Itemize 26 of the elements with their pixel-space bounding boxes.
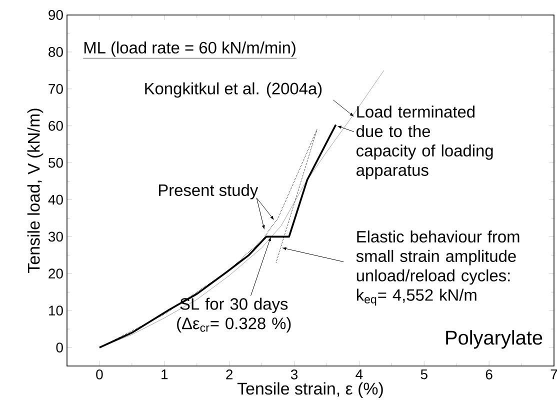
y-tick-label: 30 xyxy=(48,232,63,242)
x-tick-label: 0 xyxy=(96,370,103,380)
y-tick-label: 40 xyxy=(48,194,63,205)
y-tick-label: 70 xyxy=(48,84,63,94)
x-axis-title: Tensile strain, ε (%) xyxy=(237,382,383,398)
y-tick-label: 80 xyxy=(48,47,63,57)
y-tick-label: 60 xyxy=(48,120,63,131)
annotation: Polyarylate xyxy=(446,330,542,349)
x-tick-label: 1 xyxy=(162,370,168,380)
x-tick-label: 3 xyxy=(290,370,298,380)
annotation: Elastic behaviour from small strain amplitude unload/reload cycles: k$_{eq}$= 4,552 kN/m xyxy=(356,230,520,306)
x-tick-label: 6 xyxy=(486,370,492,380)
annotation: Kongkitkul et al. (2004a) xyxy=(145,82,322,98)
annotation: Load terminated due to the capacity of loading apparatus xyxy=(356,106,493,180)
annotation: Present study xyxy=(158,184,258,200)
y-tick-label: 50 xyxy=(48,158,63,168)
x-tick-label: 4 xyxy=(356,370,363,380)
x-tick-label: 7 xyxy=(550,370,557,380)
annotation: ML (load rate = 60 kN/m/min) xyxy=(84,41,296,57)
y-tick-label: 90 xyxy=(48,10,63,20)
y-tick-label: 10 xyxy=(49,306,63,316)
y-tick-label: 0 xyxy=(56,342,63,352)
y-axis-title: Tensile load, V (kN/m) xyxy=(27,108,44,273)
x-tick-label: 5 xyxy=(420,370,428,380)
x-tick-label: 2 xyxy=(226,370,233,380)
y-tick-label: 20 xyxy=(48,268,63,279)
